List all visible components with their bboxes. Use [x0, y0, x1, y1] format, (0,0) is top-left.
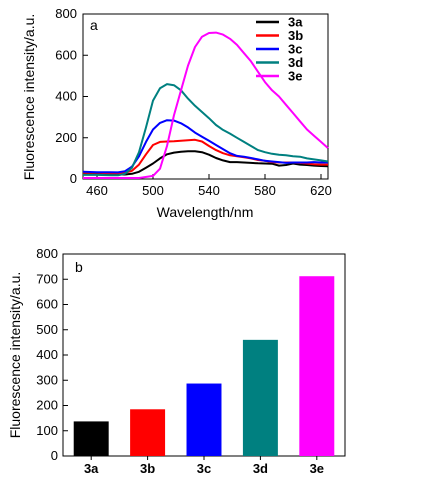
bar-chart-category-label: 3a	[84, 461, 99, 476]
line-chart-y-axis-label: Fluorescence intensity/a.u.	[21, 14, 37, 181]
bar-chart-y-tick-label: 200	[36, 398, 58, 413]
bar-3b	[130, 409, 166, 456]
bar-chart-y-tick-label: 600	[36, 297, 58, 312]
line-chart-panel-label: a	[90, 17, 98, 33]
line-chart-x-tick-label: 620	[310, 183, 332, 198]
line-chart-y-tick-label: 400	[55, 89, 77, 104]
bar-chart-category-label: 3d	[253, 461, 268, 476]
line-chart-y-axis: 0 200 400 600 800	[55, 6, 88, 186]
line-chart-x-tick-label: 580	[254, 183, 276, 198]
bar-chart-y-tick-label: 800	[36, 246, 58, 261]
bar-chart-y-tick-label: 100	[36, 423, 58, 438]
legend-label-3b: 3b	[288, 28, 303, 43]
bar-chart-category-label: 3b	[140, 461, 155, 476]
line-chart-x-axis: 460 500 540 580 620	[86, 174, 332, 198]
bar-chart-y-axis-label: Fluorescence intensity/a.u.	[7, 272, 23, 439]
bar-3a	[73, 421, 109, 456]
bar-chart-category-label: 3e	[310, 461, 324, 476]
line-chart-series-group	[82, 31, 329, 179]
series-line-3d	[83, 83, 329, 177]
legend-label-3e: 3e	[288, 69, 302, 84]
line-chart-y-tick-label: 0	[70, 171, 77, 186]
bar-chart-category-label: 3c	[197, 461, 211, 476]
line-chart-y-tick-label: 800	[55, 6, 77, 21]
legend-label-3c: 3c	[288, 42, 302, 57]
bar-chart-panel-label: b	[75, 259, 83, 275]
series-line-3a	[83, 150, 329, 176]
bar-3c	[186, 383, 222, 456]
bar-chart-y-tick-label: 300	[36, 372, 58, 387]
bar-chart-y-tick-label: 500	[36, 322, 58, 337]
bar-chart-x-axis: 3a 3b 3c 3d 3e	[84, 456, 324, 476]
bar-chart-bars	[73, 276, 335, 456]
line-chart-panel: a 0 200 400 600 800 460 500 540 580 620 Fluoresc…	[21, 6, 332, 220]
bar-3e	[299, 276, 335, 456]
legend-label-3a: 3a	[288, 15, 303, 30]
line-chart-x-tick-label: 460	[86, 183, 108, 198]
bar-chart-y-tick-label: 0	[51, 448, 58, 463]
bar-3d	[242, 339, 278, 456]
line-chart-y-tick-label: 600	[55, 47, 77, 62]
bar-chart-y-tick-label: 400	[36, 347, 58, 362]
legend-label-3d: 3d	[288, 55, 303, 70]
bar-chart-panel: b 0 100 200 300 400 500 600 700 800 3a 3b 3c 3d 3e F…	[7, 246, 346, 476]
bar-chart-y-axis: 0 100 200 300 400 500 600 700 800	[36, 246, 68, 463]
bar-chart-y-tick-label: 700	[36, 271, 58, 286]
line-chart-y-tick-label: 200	[55, 130, 77, 145]
series-line-3e	[83, 31, 329, 179]
line-chart-x-axis-label: Wavelength/nm	[157, 204, 254, 220]
line-chart-x-tick-label: 500	[142, 183, 164, 198]
line-chart-x-tick-label: 540	[198, 183, 220, 198]
